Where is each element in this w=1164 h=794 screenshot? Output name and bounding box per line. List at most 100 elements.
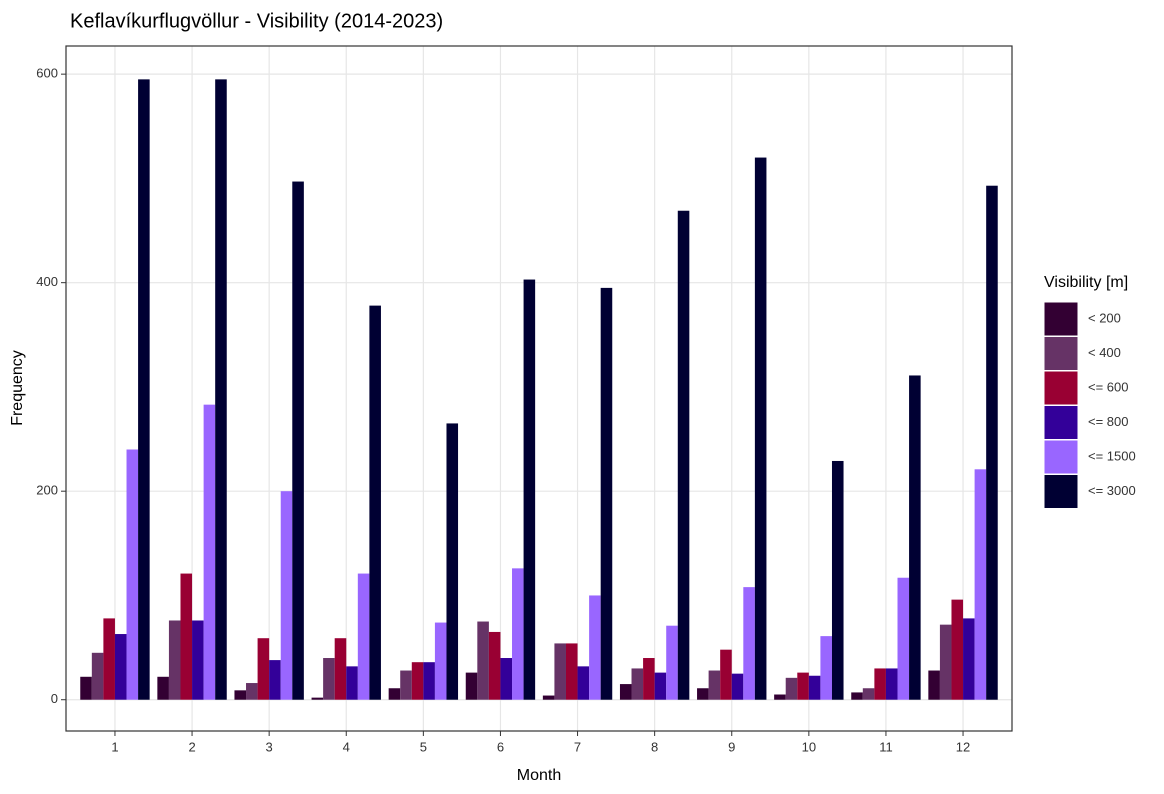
bar [743,587,755,700]
bar [523,279,536,700]
bar [862,688,875,700]
bar [157,676,169,700]
bar [885,668,898,700]
bar [168,620,181,700]
legend-label: <= 600 [1088,379,1129,394]
x-tick-label: 5 [420,739,427,754]
bar [488,631,501,700]
bar [831,460,844,700]
legend-label: <= 1500 [1088,448,1136,463]
legend-label: <= 800 [1088,414,1129,429]
bar [589,595,601,700]
x-axis-title: Month [517,767,561,784]
legend-label: <= 3000 [1088,483,1136,498]
chart-title: Keflavíkurflugvöllur - Visibility (2014-… [70,10,443,32]
bar [951,599,964,700]
x-tick-label: 12 [956,739,970,754]
x-tick-label: 10 [802,739,816,754]
bar [246,683,258,700]
bar [820,636,832,700]
bar [939,624,952,700]
bar [963,618,975,700]
bar [269,660,281,700]
bar [754,157,767,700]
bar [577,666,590,700]
bar [215,79,227,700]
bar [874,668,886,700]
bar [797,672,809,700]
bar [103,618,115,700]
bar [311,697,324,700]
y-tick-label: 200 [36,483,58,498]
x-tick-label: 8 [651,739,658,754]
x-tick-label: 9 [728,739,735,754]
bar [323,658,335,700]
bar [369,305,381,700]
legend-label: < 200 [1088,310,1121,325]
bar [500,658,513,700]
legend-label: < 400 [1088,345,1121,360]
bar [234,690,247,700]
legend-swatch [1043,370,1079,406]
bar [423,662,435,700]
bar [643,658,655,700]
x-tick-label: 1 [111,739,118,754]
bar [851,692,863,700]
bar [126,449,139,700]
bar [465,672,478,700]
y-axis-title: Frequency [9,350,26,426]
bar [400,670,412,700]
bar [731,673,744,700]
bar [257,638,270,700]
bar [666,625,678,700]
bar [785,677,798,700]
y-tick-label: 400 [36,274,58,289]
x-tick-label: 6 [497,739,504,754]
bar [346,666,358,700]
bar [180,573,193,700]
x-tick-label: 2 [188,739,195,754]
legend-swatch [1043,301,1079,337]
bar [280,491,293,700]
bar [677,210,690,700]
bar [542,695,555,700]
bar [80,676,92,700]
bar [388,688,401,700]
bar [774,694,786,700]
x-tick-label: 11 [879,739,893,754]
x-tick-label: 3 [266,739,273,754]
legend-swatch [1043,439,1079,475]
legend-swatch [1043,336,1079,371]
bar [192,620,204,700]
bars [80,79,998,700]
bar [446,423,459,700]
bar [600,287,613,700]
bar [631,668,644,700]
bar [357,573,370,700]
bar [411,662,424,700]
bar [619,684,632,700]
legend-title: Visibility [m] [1044,274,1128,291]
bar [708,670,721,700]
bar [909,375,921,700]
bar [897,577,910,700]
legend-swatch [1043,474,1079,509]
bar [720,649,732,700]
x-tick-label: 7 [574,739,581,754]
bar [334,638,347,700]
legend-swatch [1043,405,1079,440]
bar [697,688,709,700]
bar [477,621,489,700]
bar [654,672,667,700]
y-tick-label: 600 [36,66,58,81]
y-tick-label: 0 [51,691,58,706]
bar [138,79,150,700]
bar [565,643,578,700]
bar [203,404,216,700]
plot-border [65,45,1013,732]
bar [91,652,104,700]
bar [554,643,566,700]
bar [512,568,524,700]
bar [808,675,821,700]
